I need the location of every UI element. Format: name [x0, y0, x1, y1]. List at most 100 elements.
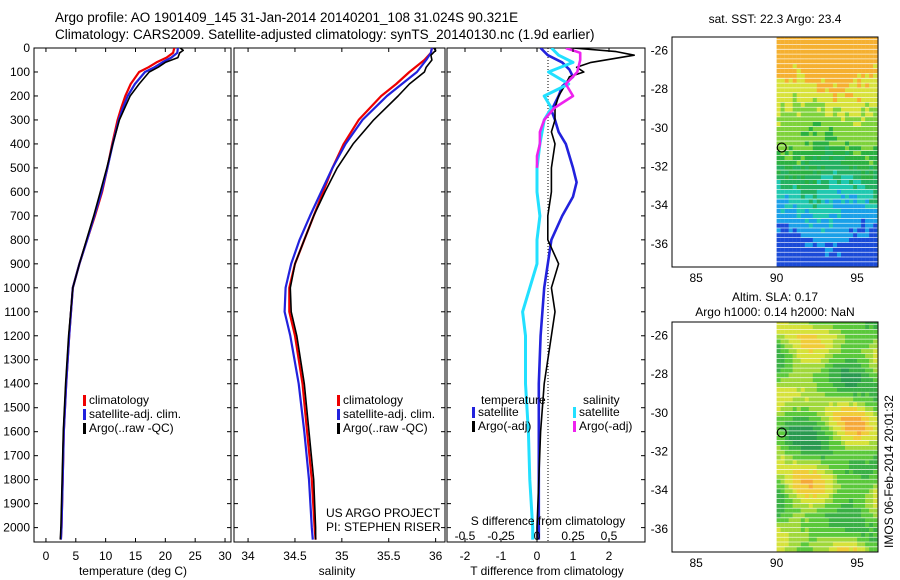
sla-cell — [784, 450, 789, 455]
sla-cell — [784, 479, 789, 484]
map-ytick-label: -30 — [651, 121, 669, 135]
sla-cell — [784, 513, 789, 518]
sla-cell — [796, 474, 801, 479]
sst-cell — [792, 64, 797, 69]
sst-cell — [812, 189, 817, 194]
sst-cell — [820, 151, 826, 156]
sst-cell — [832, 102, 838, 107]
sla-cell — [873, 547, 878, 552]
depth-tick-label: 1300 — [3, 353, 30, 367]
sla-cell — [816, 503, 821, 508]
sst-cell — [849, 238, 854, 243]
sst-cell — [812, 64, 817, 69]
sla-cell — [845, 542, 850, 547]
sla-cell — [796, 494, 801, 499]
sla-cell — [812, 469, 817, 475]
map-ytick-label: -30 — [651, 406, 669, 420]
sla-cell — [788, 339, 793, 344]
sst-cell — [845, 146, 850, 151]
sst-cell — [828, 194, 834, 199]
sla-cell — [837, 382, 842, 388]
sla-cell — [788, 421, 793, 426]
sst-cell — [792, 83, 797, 88]
sst-cell — [841, 252, 846, 257]
sla-cell — [812, 527, 817, 532]
sst-cell — [845, 141, 850, 146]
sla-cell — [873, 465, 878, 470]
sst-cell — [792, 146, 797, 151]
sla-cell — [800, 547, 805, 552]
sst-cell — [873, 252, 878, 257]
difference-xlabel-2: S difference from climatology — [471, 514, 626, 528]
sst-cell — [784, 49, 789, 54]
sst-cell — [869, 37, 874, 40]
sst-cell — [776, 146, 781, 151]
sst-cell — [812, 37, 817, 40]
sla-cell — [808, 455, 813, 460]
sla-cell — [820, 349, 826, 354]
sla-cell — [780, 494, 785, 499]
sst-cell — [865, 238, 870, 243]
sst-cell — [837, 151, 842, 156]
sla-cell — [845, 421, 850, 426]
sst-cell — [873, 204, 878, 209]
sst-cell — [849, 252, 854, 257]
sst-cell — [792, 131, 797, 136]
sst-cell — [792, 37, 797, 40]
sla-cell — [841, 378, 846, 383]
sst-cell — [796, 126, 801, 132]
sst-cell — [788, 209, 793, 214]
sla-cell — [796, 431, 801, 436]
sla-cell — [820, 387, 826, 392]
sst-cell — [780, 223, 785, 228]
sst-cell — [816, 257, 821, 262]
sla-cell — [776, 397, 781, 402]
sla-cell — [869, 397, 874, 402]
sla-cell — [828, 460, 834, 465]
sst-cell — [816, 117, 821, 122]
sla-cell — [845, 334, 850, 339]
sla-cell — [780, 382, 785, 388]
sst-cell — [800, 146, 805, 151]
sla-cell — [820, 527, 826, 532]
sst-cell — [861, 136, 866, 141]
sst-cell — [800, 97, 805, 103]
sla-cell — [792, 421, 797, 426]
sst-cell — [865, 165, 870, 170]
sst-cell — [832, 44, 838, 49]
sla-cell — [824, 421, 830, 426]
sla-cell — [841, 421, 846, 426]
sst-cell — [873, 73, 878, 78]
sla-cell — [820, 484, 826, 489]
sst-cell — [837, 242, 842, 247]
sla-cell — [873, 411, 878, 417]
sla-cell — [804, 416, 809, 421]
sst-cell — [853, 93, 858, 98]
sst-cell — [832, 78, 838, 83]
sla-cell — [816, 392, 821, 397]
sst-cell — [865, 117, 870, 122]
depth-tick-label: 1000 — [3, 281, 30, 295]
sla-cell — [808, 494, 813, 499]
sla-cell — [820, 494, 826, 499]
sla-cell — [784, 382, 789, 388]
sst-cell — [849, 189, 854, 194]
sst-cell — [812, 136, 817, 141]
sst-cell — [841, 97, 846, 103]
sst-cell — [788, 194, 793, 199]
sla-cell — [865, 494, 870, 499]
sla-cell — [837, 407, 842, 412]
sst-cell — [865, 136, 870, 141]
sst-cell — [845, 252, 850, 257]
sst-cell — [784, 54, 789, 59]
salinity-legend-swatch-1 — [337, 409, 340, 420]
sla-cell — [869, 363, 874, 368]
xtick-label: 20 — [159, 549, 173, 563]
sst-cell — [808, 64, 813, 69]
sst-cell — [837, 233, 842, 238]
sla-cell — [873, 532, 878, 537]
sla-cell — [788, 402, 793, 407]
sst-cell — [792, 242, 797, 247]
sla-cell — [849, 518, 854, 523]
sla-cell — [800, 353, 805, 359]
